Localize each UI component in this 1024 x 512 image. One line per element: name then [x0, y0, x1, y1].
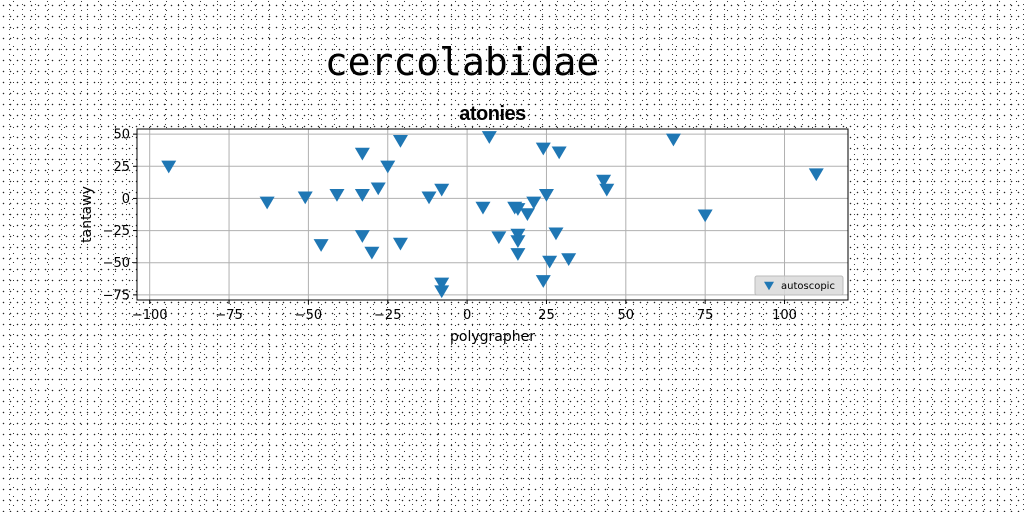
y-axis-ticks: −75 −50 −25 0 25 50 — [103, 128, 137, 303]
chart-title: atonies — [459, 103, 526, 125]
y-tick-label: −50 — [103, 256, 130, 271]
data-point — [481, 131, 497, 144]
x-tick-label: −75 — [215, 308, 242, 323]
y-axis-label: tantawy — [79, 186, 95, 243]
data-point — [434, 285, 450, 299]
data-point — [161, 160, 177, 174]
data-point — [329, 188, 345, 202]
plot-frame — [136, 128, 849, 301]
data-point — [561, 253, 577, 266]
legend-marker-triangle-down-icon — [764, 281, 774, 291]
data-point — [392, 134, 408, 148]
data-point — [510, 248, 526, 261]
data-point — [526, 196, 542, 210]
data-point — [542, 255, 558, 269]
data-point — [354, 188, 370, 202]
legend: autoscopic — [754, 275, 844, 296]
data-point — [665, 133, 681, 147]
figure-suptitle: cercolabidae — [324, 40, 600, 84]
x-tick-label: −25 — [374, 308, 401, 323]
data-point — [354, 147, 370, 161]
data-points — [161, 131, 824, 299]
data-point — [297, 191, 313, 205]
x-tick-label: 0 — [463, 308, 471, 323]
data-point — [380, 160, 396, 174]
x-axis-label: polygrapher — [450, 329, 535, 345]
legend-box — [754, 275, 844, 296]
x-tick-label: 25 — [538, 308, 555, 323]
x-tick-label: −50 — [295, 308, 322, 323]
y-tick-label: 0 — [122, 192, 130, 207]
y-tick-label: −75 — [103, 288, 130, 303]
x-tick-label: 50 — [618, 308, 635, 323]
legend-label: autoscopic — [781, 281, 835, 292]
data-point — [551, 146, 567, 160]
data-point — [808, 168, 824, 182]
y-tick-label: −25 — [103, 224, 130, 239]
data-point — [596, 174, 612, 188]
data-point — [697, 209, 713, 223]
data-point — [259, 196, 275, 210]
data-point — [510, 228, 526, 242]
data-point — [370, 182, 386, 196]
data-point — [599, 183, 615, 197]
data-point — [548, 227, 564, 241]
x-tick-label: 75 — [697, 308, 714, 323]
data-point — [354, 230, 370, 243]
data-point — [535, 142, 551, 156]
data-point — [364, 246, 380, 260]
data-point — [392, 237, 408, 251]
data-point — [519, 208, 535, 221]
x-axis-ticks: −100 −75 −50 −25 0 25 50 75 100 — [132, 300, 797, 323]
grid-lines — [137, 129, 848, 300]
data-point — [313, 239, 329, 252]
data-point — [538, 188, 554, 202]
data-point — [510, 235, 526, 248]
data-point — [475, 201, 491, 215]
y-tick-label: 25 — [113, 160, 130, 175]
data-point — [434, 183, 450, 197]
data-point — [491, 231, 507, 245]
y-tick-label: 50 — [113, 128, 130, 143]
data-point — [421, 191, 437, 205]
plot-background — [137, 129, 848, 300]
data-point — [535, 275, 551, 288]
x-tick-label: 100 — [772, 308, 797, 323]
x-tick-label: −100 — [132, 308, 168, 323]
data-point — [434, 277, 450, 291]
data-point — [510, 203, 526, 216]
